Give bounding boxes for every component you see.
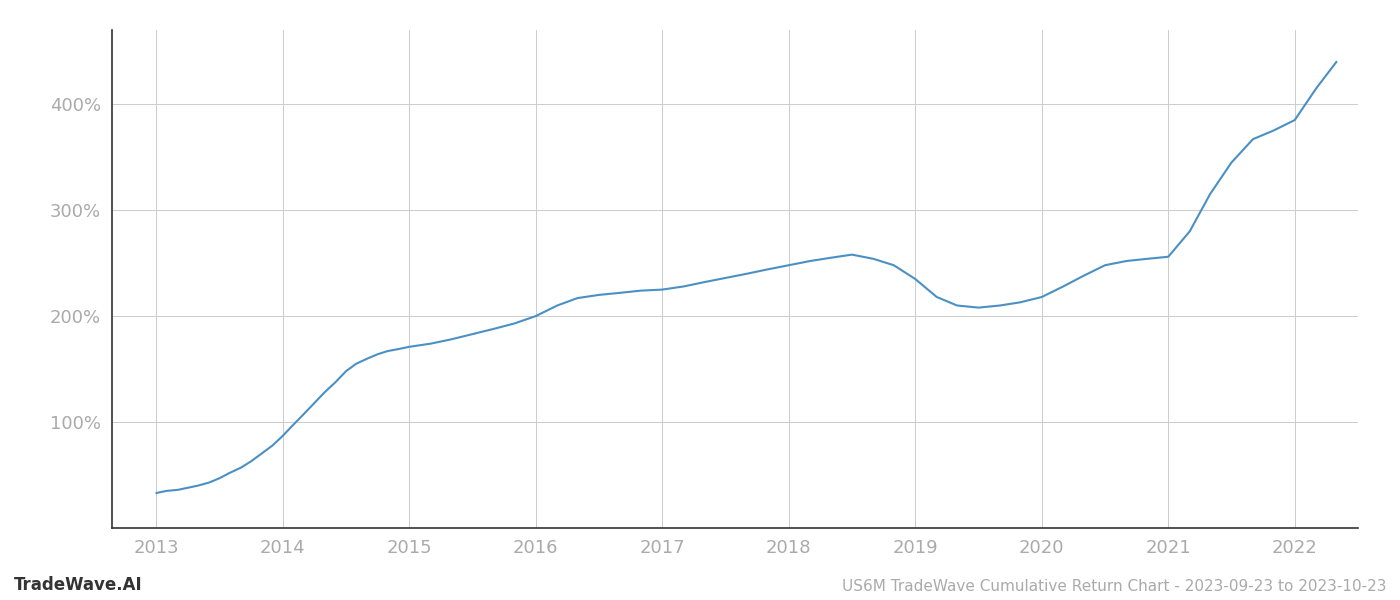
Text: US6M TradeWave Cumulative Return Chart - 2023-09-23 to 2023-10-23: US6M TradeWave Cumulative Return Chart -… [841, 579, 1386, 594]
Text: TradeWave.AI: TradeWave.AI [14, 576, 143, 594]
